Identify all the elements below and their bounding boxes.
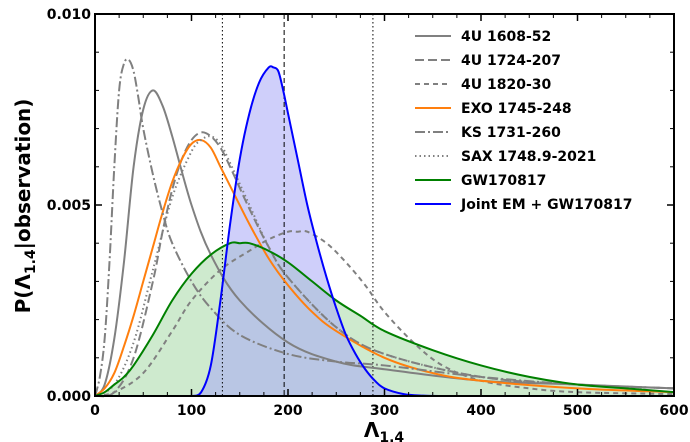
line-4u-1608-52 bbox=[94, 89, 675, 397]
x-tick-label: 200 bbox=[273, 403, 302, 419]
x-tick-label: 600 bbox=[659, 403, 688, 419]
y-tick-label: 0.010 bbox=[47, 7, 92, 23]
legend-label-exo-1745-248: EXO 1745-248 bbox=[461, 101, 572, 117]
x-tick-label: 300 bbox=[370, 403, 399, 419]
fill-joint-em-gw170817 bbox=[191, 66, 443, 396]
legend-label-4u-1724-207: 4U 1724-207 bbox=[461, 53, 561, 69]
x-axis-title-sub: 1.4 bbox=[379, 430, 404, 442]
x-axis-title: Λ1.4 bbox=[364, 418, 405, 442]
legend-label-joint-em-gw170817: Joint EM + GW170817 bbox=[460, 197, 633, 213]
legend-label-gw170817: GW170817 bbox=[461, 173, 546, 189]
legend-label-4u-1820-30: 4U 1820-30 bbox=[461, 77, 552, 93]
x-axis-title-main: Λ bbox=[364, 418, 380, 442]
legend: 4U 1608-52 4U 1724-207 4U 1820-30 EXO 1745-… bbox=[415, 29, 633, 213]
legend-label-ks-1731-260: KS 1731-260 bbox=[461, 125, 561, 141]
line-joint-em-gw170817 bbox=[191, 65, 443, 397]
x-tick-label: 100 bbox=[177, 403, 206, 419]
line-exo-1745-248 bbox=[94, 138, 675, 397]
axes: 0 100 200 300 400 500 600 0.000 0.005 0.010 bbox=[47, 7, 689, 419]
series-fills bbox=[95, 66, 674, 396]
y-tick-label: 0.000 bbox=[47, 389, 92, 405]
y-axis-title-sub: 1.4 bbox=[23, 249, 39, 274]
line-ks-1731-260 bbox=[94, 58, 675, 397]
y-axis-title-post: |observation) bbox=[11, 99, 35, 250]
y-axis-title: P(Λ1.4|observation) bbox=[11, 99, 39, 314]
x-tick-label: 0 bbox=[90, 403, 100, 419]
line-4u-1820-30 bbox=[94, 229, 675, 397]
line-sax-1748-9-2021 bbox=[94, 135, 675, 397]
legend-label-sax-1748-9-2021: SAX 1748.9-2021 bbox=[461, 149, 596, 165]
line-gw170817 bbox=[94, 241, 675, 397]
x-tick-label: 500 bbox=[563, 403, 592, 419]
y-axis-title-pre: P(Λ bbox=[11, 274, 35, 314]
y-tick-label: 0.005 bbox=[47, 198, 91, 214]
legend-label-4u-1608-52: 4U 1608-52 bbox=[461, 29, 551, 45]
series-lines bbox=[94, 58, 675, 398]
x-tick-label: 400 bbox=[466, 403, 495, 419]
